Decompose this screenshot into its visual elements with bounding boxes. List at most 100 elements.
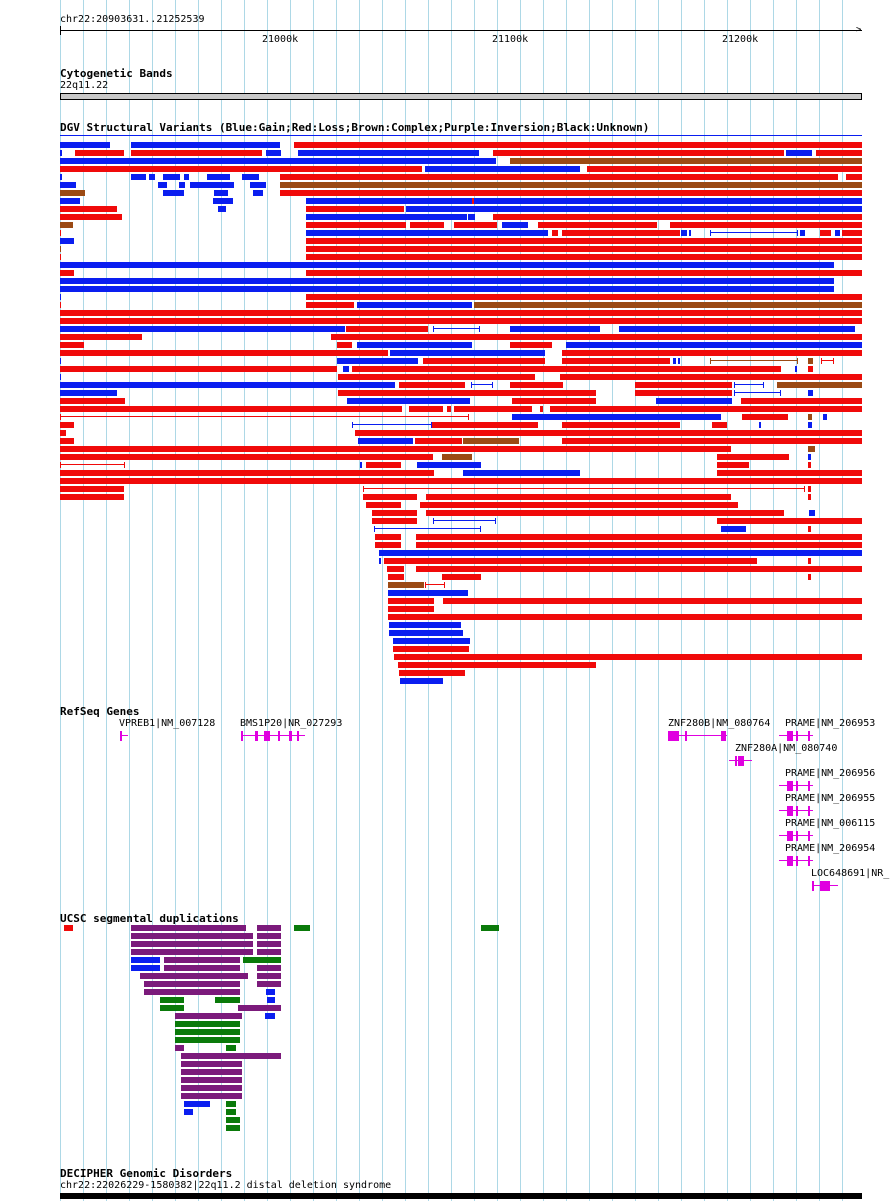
gain-variant[interactable] bbox=[190, 182, 234, 188]
segmental-duplication[interactable] bbox=[181, 1061, 242, 1067]
segmental-duplication[interactable] bbox=[181, 1085, 242, 1091]
loss-variant[interactable] bbox=[60, 406, 402, 412]
segmental-duplication[interactable] bbox=[175, 1037, 240, 1043]
gain-variant[interactable] bbox=[306, 198, 472, 204]
loss-variant[interactable] bbox=[306, 246, 862, 252]
segmental-duplication[interactable] bbox=[215, 997, 240, 1003]
loss-variant[interactable] bbox=[717, 462, 749, 468]
gain-variant[interactable] bbox=[400, 678, 443, 684]
loss-variant[interactable] bbox=[60, 342, 84, 348]
segmental-duplication[interactable] bbox=[131, 925, 246, 931]
loss-variant[interactable] bbox=[363, 488, 804, 489]
gain-variant[interactable] bbox=[163, 174, 180, 180]
segmental-duplication[interactable] bbox=[226, 1045, 236, 1051]
gain-variant[interactable] bbox=[417, 462, 481, 468]
gain-variant[interactable] bbox=[808, 422, 812, 428]
loss-variant[interactable] bbox=[560, 374, 862, 380]
segmental-duplication[interactable] bbox=[164, 957, 240, 963]
complex-variant[interactable] bbox=[280, 182, 862, 188]
gain-variant[interactable] bbox=[795, 366, 797, 372]
loss-variant[interactable] bbox=[60, 302, 61, 308]
loss-variant[interactable] bbox=[742, 414, 788, 420]
loss-variant[interactable] bbox=[562, 438, 862, 444]
loss-variant[interactable] bbox=[808, 486, 811, 492]
segmental-duplication[interactable] bbox=[131, 949, 253, 955]
complex-variant[interactable] bbox=[388, 582, 424, 588]
gain-variant[interactable] bbox=[433, 520, 495, 521]
gene-bms1p20[interactable] bbox=[0, 731, 890, 741]
loss-variant[interactable] bbox=[538, 222, 657, 228]
loss-variant[interactable] bbox=[432, 422, 538, 428]
gain-variant[interactable] bbox=[823, 414, 827, 420]
loss-variant[interactable] bbox=[60, 366, 337, 372]
segmental-duplication[interactable] bbox=[160, 1005, 184, 1011]
loss-variant[interactable] bbox=[60, 214, 122, 220]
complex-variant[interactable] bbox=[777, 382, 862, 388]
gain-variant[interactable] bbox=[60, 238, 74, 244]
segmental-duplication[interactable] bbox=[131, 933, 253, 939]
loss-variant[interactable] bbox=[375, 534, 401, 540]
loss-variant[interactable] bbox=[60, 430, 66, 436]
gain-variant[interactable] bbox=[389, 622, 461, 628]
gain-variant[interactable] bbox=[266, 150, 281, 156]
loss-variant[interactable] bbox=[512, 398, 596, 404]
gene-prame-206953[interactable] bbox=[0, 731, 890, 741]
loss-variant[interactable] bbox=[306, 270, 862, 276]
loss-variant[interactable] bbox=[443, 598, 862, 604]
complex-variant[interactable] bbox=[510, 158, 862, 164]
gain-variant[interactable] bbox=[60, 358, 61, 364]
gain-variant[interactable] bbox=[389, 630, 463, 636]
loss-variant[interactable] bbox=[398, 662, 596, 668]
gain-variant[interactable] bbox=[218, 206, 226, 212]
gain-variant[interactable] bbox=[510, 326, 600, 332]
gain-variant[interactable] bbox=[759, 422, 761, 428]
loss-variant[interactable] bbox=[399, 382, 465, 388]
loss-variant[interactable] bbox=[75, 150, 124, 156]
loss-variant[interactable] bbox=[416, 534, 862, 540]
segmental-duplication[interactable] bbox=[175, 1013, 242, 1019]
gain-variant[interactable] bbox=[835, 230, 840, 236]
gain-variant[interactable] bbox=[474, 198, 862, 204]
gain-variant[interactable] bbox=[163, 190, 184, 196]
loss-variant[interactable] bbox=[60, 254, 61, 260]
gain-variant[interactable] bbox=[213, 198, 233, 204]
segmental-duplication[interactable] bbox=[64, 925, 73, 931]
gain-variant[interactable] bbox=[358, 438, 413, 444]
gain-variant[interactable] bbox=[800, 230, 805, 236]
segmental-duplication[interactable] bbox=[226, 1125, 240, 1131]
gain-variant[interactable] bbox=[678, 358, 680, 364]
loss-variant[interactable] bbox=[416, 566, 862, 572]
loss-variant[interactable] bbox=[280, 190, 862, 196]
segmental-duplication[interactable] bbox=[140, 973, 248, 979]
segmental-duplication[interactable] bbox=[226, 1101, 236, 1107]
loss-variant[interactable] bbox=[60, 310, 862, 316]
loss-variant[interactable] bbox=[454, 406, 532, 412]
gain-variant[interactable] bbox=[60, 382, 395, 388]
gene-prame-206954[interactable] bbox=[0, 856, 890, 866]
segmental-duplication[interactable] bbox=[175, 1029, 240, 1035]
gain-variant[interactable] bbox=[390, 350, 545, 356]
gain-variant[interactable] bbox=[734, 384, 763, 385]
loss-variant[interactable] bbox=[60, 494, 124, 500]
loss-variant[interactable] bbox=[60, 270, 74, 276]
loss-variant[interactable] bbox=[399, 670, 465, 676]
loss-variant[interactable] bbox=[60, 166, 422, 172]
loss-variant[interactable] bbox=[808, 462, 811, 468]
segmental-duplication[interactable] bbox=[267, 997, 275, 1003]
segmental-duplication[interactable] bbox=[175, 1045, 184, 1051]
loss-variant[interactable] bbox=[587, 166, 862, 172]
gain-variant[interactable] bbox=[149, 174, 155, 180]
gain-variant[interactable] bbox=[512, 414, 721, 420]
segmental-duplication[interactable] bbox=[160, 997, 184, 1003]
loss-variant[interactable] bbox=[416, 542, 862, 548]
complex-variant[interactable] bbox=[442, 454, 472, 460]
loss-variant[interactable] bbox=[306, 238, 862, 244]
gain-variant[interactable] bbox=[60, 150, 62, 156]
segmental-duplication[interactable] bbox=[265, 1013, 275, 1019]
gain-variant[interactable] bbox=[357, 302, 472, 308]
loss-variant[interactable] bbox=[60, 230, 61, 236]
gain-variant[interactable] bbox=[566, 342, 862, 348]
segmental-duplication[interactable] bbox=[257, 925, 281, 931]
loss-variant[interactable] bbox=[60, 486, 124, 492]
loss-variant[interactable] bbox=[338, 390, 596, 396]
